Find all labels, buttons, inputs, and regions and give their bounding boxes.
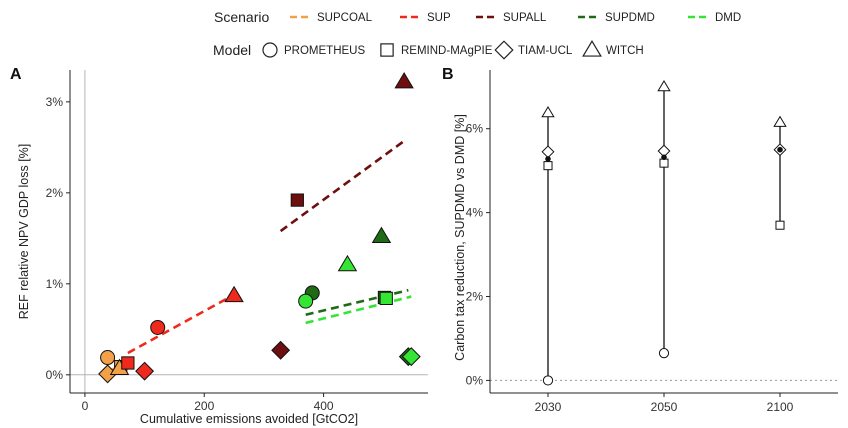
- legend-model-title: Model: [213, 42, 251, 58]
- a-x-axis-title: Cumulative emissions avoided [GtCO2]: [140, 412, 358, 426]
- b-point-2030-prometheus: [542, 375, 554, 386]
- a-fit-line-sup: [127, 293, 235, 355]
- a-point-dmd-prometheus: [298, 293, 314, 309]
- b-mean-2050: [661, 154, 667, 161]
- legend-label-remind-magpie: REMIND-MAgPIE: [401, 45, 493, 57]
- a-point-sup-tiam-ucl: [135, 361, 155, 381]
- legend-label-dmd: DMD: [715, 12, 741, 24]
- b-y-axis-title: Carbon tax reduction, SUPDMD vs DMD [%]: [453, 114, 467, 361]
- b-point-2050-witch: [657, 79, 671, 92]
- b-mean-2030: [545, 156, 551, 162]
- b-x-tick-label-2050: 2050: [651, 400, 678, 414]
- a-point-dmd-witch: [337, 254, 358, 272]
- a-y-axis-title: REF relative NPV GDP loss [%]: [17, 144, 31, 320]
- a-point-sup-remind-magpie: [121, 356, 135, 370]
- a-point-dmd-remind-magpie: [379, 291, 393, 305]
- b-point-2050-prometheus: [658, 348, 670, 359]
- legend-label-prometheus: PROMETHEUS: [284, 45, 365, 57]
- a-fit-line-dmd: [305, 295, 412, 325]
- a-fit-line-supdmd: [305, 288, 409, 317]
- b-point-2030-witch: [541, 105, 555, 118]
- a-point-dmd-tiam-ucl: [401, 347, 421, 367]
- a-x-tick-label: 400: [314, 399, 334, 413]
- legend-shape-prometheus: [262, 42, 278, 58]
- b-point-2100-remind-magpie: [775, 220, 785, 230]
- legend-shape-remind-magpie: [380, 43, 394, 57]
- b-y-tick-label: 4%: [466, 206, 484, 220]
- legend-label-supcoal: SUPCOAL: [317, 12, 373, 24]
- a-y-tick-label: 0%: [46, 368, 64, 382]
- legend-label-tiam-ucl: TIAM-UCL: [518, 45, 573, 57]
- legend-shape-witch: [582, 39, 602, 57]
- a-x-tick-label: 200: [194, 399, 214, 413]
- panel-a: A 0 200 400 0% 1% 2% 3% Cumulative emissions avo…: [10, 66, 428, 426]
- b-x-tick-label-2030: 2030: [535, 400, 562, 414]
- a-y-tick-label: 1%: [46, 277, 64, 291]
- b-y-tick-label: 0%: [466, 373, 484, 387]
- a-y-tick-label: 2%: [46, 186, 64, 200]
- legend-scenario-title: Scenario: [214, 9, 269, 25]
- legend-label-supdmd: SUPDMD: [605, 12, 655, 24]
- a-point-supall-witch: [394, 71, 414, 89]
- a-point-supall-remind-magpie: [290, 193, 304, 207]
- panel-a-tag: A: [10, 66, 22, 83]
- a-point-supdmd-witch: [371, 226, 392, 244]
- b-point-2050-remind-magpie: [659, 158, 669, 168]
- b-point-2030-tiam-ucl: [541, 145, 555, 159]
- panel-b-tag: B: [442, 66, 454, 83]
- a-point-supcoal-prometheus: [100, 350, 116, 366]
- b-point-2100-witch: [773, 115, 787, 127]
- a-point-sup-witch: [224, 285, 244, 303]
- panel-b: B 0% 2% 4% 6% 2030 2050 2100 Carbon tax reductio…: [442, 66, 838, 414]
- legend-label-supall: SUPALL: [503, 12, 547, 24]
- legend-label-witch: WITCH: [606, 45, 644, 57]
- a-point-supall-tiam-ucl: [271, 340, 291, 360]
- b-point-2030-remind-magpie: [543, 161, 553, 171]
- a-y-tick-label: 3%: [46, 95, 64, 109]
- legend-label-sup: SUP: [427, 12, 451, 24]
- a-fit-line-supall: [279, 139, 405, 233]
- legend-shape-tiam-ucl: [494, 40, 514, 60]
- b-y-tick-label: 6%: [466, 122, 484, 136]
- a-point-sup-prometheus: [150, 319, 166, 335]
- b-y-tick-label: 2%: [466, 290, 484, 304]
- b-x-tick-label-2100: 2100: [767, 400, 794, 414]
- a-x-tick-label: 0: [82, 399, 89, 413]
- legend: Scenario SUPCOAL SUP SUPALL SUPDMD DMD Model PR…: [213, 9, 741, 60]
- b-mean-2100: [777, 146, 783, 153]
